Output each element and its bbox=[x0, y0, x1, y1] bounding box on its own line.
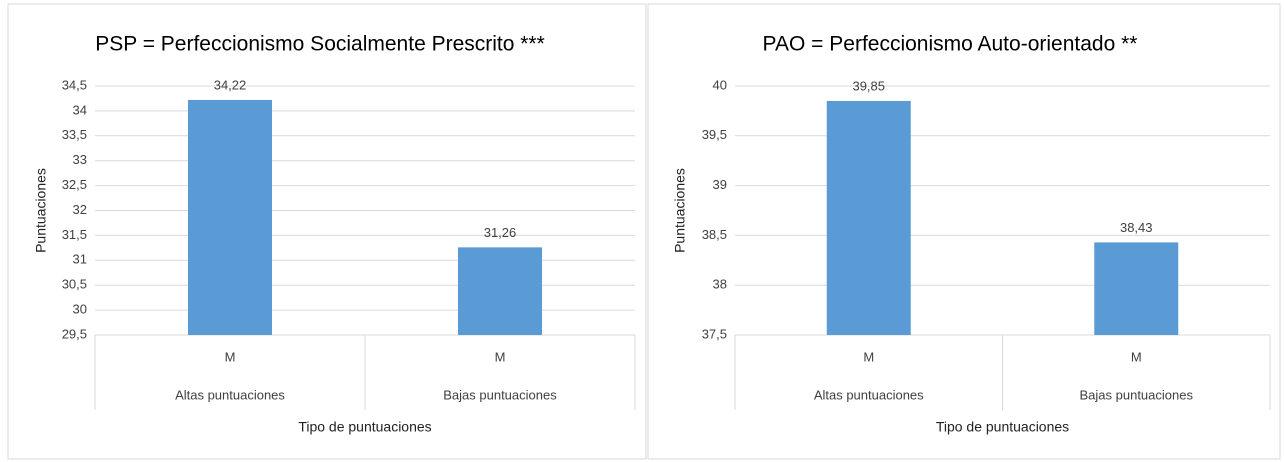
y-tick-label: 37,5 bbox=[702, 326, 727, 341]
y-tick-label: 40 bbox=[713, 77, 727, 92]
value-label: 39,85 bbox=[852, 78, 885, 93]
y-tick-label: 32 bbox=[73, 202, 87, 217]
x-tick-label: M bbox=[225, 349, 236, 364]
bar bbox=[826, 100, 911, 335]
x-group-label: Bajas puntuaciones bbox=[1080, 387, 1194, 402]
x-axis-label: Tipo de puntuaciones bbox=[298, 419, 431, 435]
y-tick-label: 33 bbox=[73, 152, 87, 167]
value-label: 38,43 bbox=[1120, 220, 1153, 235]
y-axis-label: Puntuaciones bbox=[33, 168, 49, 253]
x-tick-label: M bbox=[1131, 349, 1142, 364]
bar bbox=[188, 99, 272, 335]
y-tick-label: 34,5 bbox=[62, 77, 87, 92]
y-tick-label: 31,5 bbox=[62, 227, 87, 242]
value-label: 31,26 bbox=[484, 225, 517, 240]
x-axis-label: Tipo de puntuaciones bbox=[936, 419, 1069, 435]
y-tick-label: 39,5 bbox=[702, 127, 727, 142]
y-tick-label: 33,5 bbox=[62, 127, 87, 142]
bar bbox=[1094, 242, 1179, 335]
y-tick-label: 38 bbox=[713, 277, 727, 292]
x-tick-label: M bbox=[863, 349, 874, 364]
y-tick-label: 32,5 bbox=[62, 177, 87, 192]
value-label: 34,22 bbox=[214, 77, 247, 92]
y-tick-label: 30 bbox=[73, 302, 87, 317]
y-tick-label: 31 bbox=[73, 252, 87, 267]
y-axis-label: Puntuaciones bbox=[672, 168, 688, 253]
y-tick-label: 30,5 bbox=[62, 277, 87, 292]
y-tick-label: 39 bbox=[713, 177, 727, 192]
chart-title: PAO = Perfeccionismo Auto-orientado ** bbox=[763, 33, 1138, 56]
y-tick-label: 34 bbox=[73, 102, 87, 117]
x-group-label: Altas puntuaciones bbox=[175, 387, 285, 402]
x-group-label: Bajas puntuaciones bbox=[443, 387, 557, 402]
chart-title: PSP = Perfeccionismo Socialmente Prescri… bbox=[95, 33, 545, 56]
bar bbox=[458, 247, 542, 335]
x-tick-label: M bbox=[495, 349, 506, 364]
y-tick-label: 29,5 bbox=[62, 326, 87, 341]
panel-border bbox=[7, 3, 647, 460]
panel-border bbox=[647, 3, 1281, 460]
y-tick-label: 38,5 bbox=[702, 227, 727, 242]
x-group-label: Altas puntuaciones bbox=[814, 387, 924, 402]
